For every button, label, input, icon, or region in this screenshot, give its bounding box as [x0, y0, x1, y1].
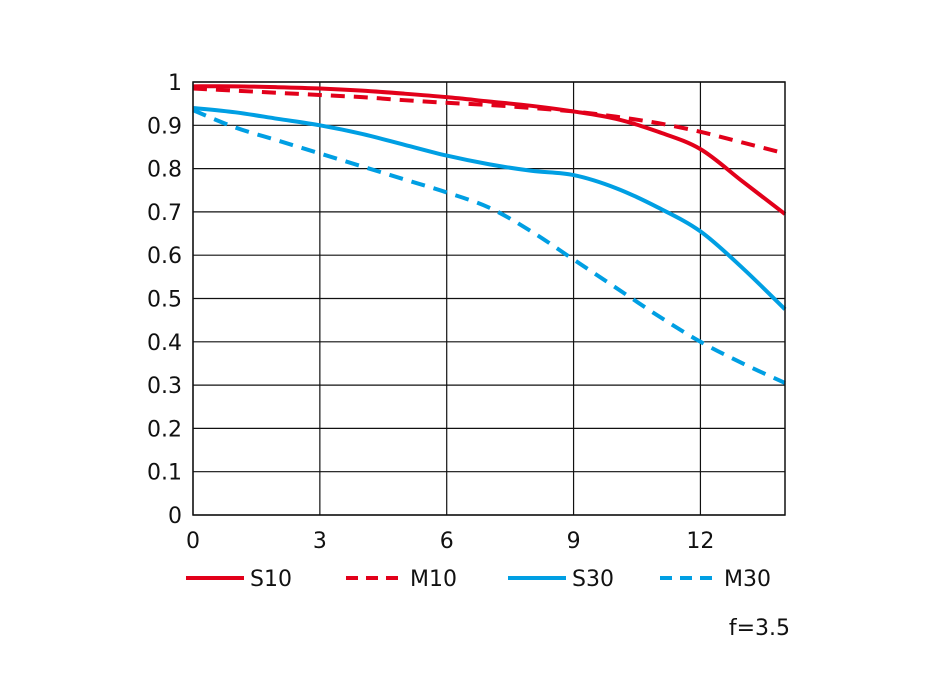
legend-label-m10: M10 [410, 567, 457, 592]
x-tick-label: 9 [567, 529, 581, 554]
y-tick-label: 0.2 [147, 417, 182, 442]
series-line-m30 [192, 108, 786, 385]
y-tick-label: 0.6 [147, 244, 182, 269]
legend-label-m30: M30 [724, 567, 771, 592]
x-tick-label: 12 [686, 529, 714, 554]
aperture-note: f=3.5 [729, 616, 790, 641]
x-tick-label: 0 [186, 529, 200, 554]
series-line-m10 [192, 86, 786, 156]
y-tick-label: 0.5 [147, 288, 182, 313]
y-tick-label: 0.7 [147, 201, 182, 226]
y-tick-label: 0.4 [147, 331, 182, 356]
y-tick-label: 0.9 [147, 114, 182, 139]
series-line-s30 [192, 105, 787, 311]
legend-label-s30: S30 [572, 567, 614, 592]
x-axis-ticks: 0 3 6 9 12 [186, 529, 714, 554]
legend-label-s10: S10 [250, 567, 292, 592]
y-tick-label: 0.8 [147, 158, 182, 183]
plot-frame [192, 81, 786, 516]
series-line-s10 [192, 84, 787, 216]
y-axis-ticks: 0 0.1 0.2 0.3 0.4 0.5 0.6 0.7 0.8 0.9 1 [147, 71, 182, 529]
series-lines [192, 84, 787, 385]
y-tick-label: 0.3 [147, 374, 182, 399]
legend: S10 M10 S30 M30 [186, 567, 771, 592]
y-tick-label: 1 [168, 71, 182, 96]
x-tick-label: 6 [440, 529, 454, 554]
y-tick-label: 0 [168, 504, 182, 529]
x-tick-label: 3 [313, 529, 327, 554]
y-tick-label: 0.1 [147, 461, 182, 486]
